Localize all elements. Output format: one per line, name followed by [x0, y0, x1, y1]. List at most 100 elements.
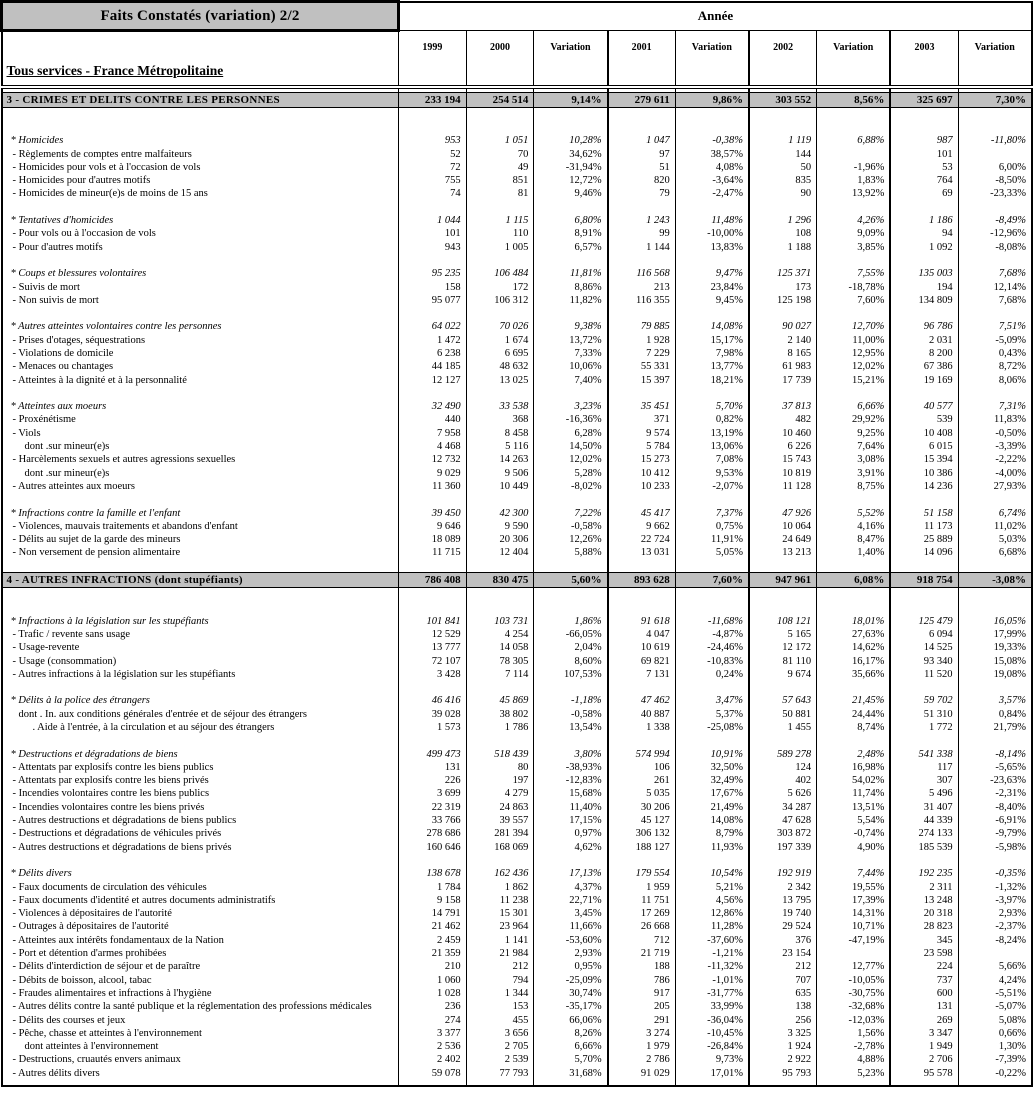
header-row-columns: Tous services - France Métropolitaine 19… [1, 30, 1032, 89]
count-cell: 134 809 [889, 293, 959, 307]
count-cell: 14 058 [465, 641, 534, 655]
count-cell: 9 158 [398, 893, 467, 908]
variation-cell [674, 1079, 749, 1086]
variation-cell [674, 86, 749, 93]
variation-cell [816, 734, 891, 748]
variation-cell: 6,80% [533, 213, 608, 228]
count-cell: 1 044 [398, 213, 467, 228]
count-cell: 224 [889, 960, 959, 974]
count-cell: 1 060 [398, 973, 467, 987]
row-label: - Destructions, cruautés envers animaux [12, 1054, 181, 1066]
annee-header: Année [398, 1, 1032, 31]
count-cell: 55 331 [606, 360, 676, 374]
variation-cell [533, 734, 608, 748]
count-cell [747, 601, 817, 615]
count-cell [465, 86, 534, 93]
row-label [2, 588, 399, 601]
count-cell: 15 273 [606, 453, 676, 467]
count-cell [398, 734, 467, 748]
count-cell [747, 386, 817, 401]
count-cell: 70 [465, 147, 534, 161]
count-cell: 1 928 [606, 333, 676, 347]
variation-cell [957, 86, 1032, 93]
count-cell: 6 094 [889, 627, 959, 642]
variation-cell: -8,49% [957, 213, 1032, 228]
variation-cell: 5,21% [674, 880, 749, 894]
table-row: - Outrages à dépositaires de l'autorité 2… [2, 920, 1032, 934]
count-cell: 30 206 [606, 800, 676, 814]
row-label: - Faux documents d'identité et autres do… [12, 894, 276, 906]
count-cell: 59 702 [889, 694, 959, 708]
count-cell [398, 386, 467, 401]
row-label [2, 854, 399, 867]
row-label: - Faux documents de circulation des véhi… [12, 881, 207, 893]
variation-cell: 11,83% [957, 413, 1032, 427]
count-cell: 90 027 [747, 320, 817, 334]
table-row: - Faux documents de circulation des véhi… [2, 880, 1032, 894]
variation-cell: 7,08% [674, 453, 749, 467]
table-row: - Atteintes aux intérêts fondamentaux de… [2, 933, 1032, 947]
variation-cell: 7,98% [674, 346, 749, 361]
variation-cell [816, 107, 891, 121]
count-cell: 830 475 [465, 572, 534, 588]
count-cell [606, 386, 676, 401]
column-header-variation-2000: Variation [533, 30, 608, 89]
variation-cell: 3,80% [533, 747, 608, 761]
variation-cell: 8,79% [674, 827, 749, 841]
variation-cell: 2,93% [957, 907, 1032, 921]
count-cell: 10 408 [889, 426, 959, 440]
count-cell: 67 386 [889, 360, 959, 374]
count-cell: 99 [606, 227, 676, 241]
variation-cell: -2,47% [674, 187, 749, 201]
variation-cell: -24,46% [674, 641, 749, 655]
count-cell: 194 [889, 280, 959, 294]
row-label [2, 201, 399, 214]
count-cell: 15 397 [606, 373, 676, 387]
count-cell: 8 200 [889, 346, 959, 361]
count-cell: 124 [747, 760, 817, 775]
count-cell: 50 [747, 160, 817, 174]
count-cell [889, 253, 959, 268]
variation-cell [816, 1079, 891, 1086]
variation-cell: 9,46% [533, 187, 608, 201]
count-cell: 197 [465, 774, 534, 788]
count-cell: 21 719 [606, 946, 676, 961]
variation-cell: -4,87% [674, 627, 749, 642]
count-cell: 35 451 [606, 400, 676, 414]
count-cell: 1 979 [606, 1039, 676, 1054]
variation-cell: 12,70% [816, 320, 891, 334]
variation-cell [533, 680, 608, 695]
table-row: - Destructions, cruautés envers animaux 2… [2, 1053, 1032, 1067]
row-label: - Non suivis de mort [12, 294, 99, 306]
count-cell: 1 959 [606, 880, 676, 894]
count-cell: 77 793 [465, 1066, 534, 1080]
row-label: - Viols [12, 427, 41, 439]
variation-cell: 11,82% [533, 293, 608, 307]
count-cell: 138 678 [398, 867, 467, 881]
variation-cell [533, 200, 608, 214]
variation-cell: 9,53% [674, 466, 749, 480]
count-cell [465, 601, 534, 615]
count-cell: 108 [747, 227, 817, 241]
count-cell: 6 015 [889, 439, 959, 454]
count-cell: 28 823 [889, 920, 959, 934]
count-cell [889, 601, 959, 615]
count-cell: 12 732 [398, 453, 467, 467]
count-cell: 101 [889, 147, 959, 161]
variation-cell: 9,47% [674, 267, 749, 281]
row-label: * Délits à la police des étrangers [10, 695, 150, 707]
variation-cell: 12,86% [674, 907, 749, 921]
count-cell: 2 311 [889, 880, 959, 894]
variation-cell: -23,33% [957, 187, 1032, 201]
table-row: - Attentats par explosifs contre les bie… [2, 760, 1032, 775]
row-label: - Incendies volontaires contre les biens… [12, 801, 205, 813]
variation-cell: 15,17% [674, 333, 749, 347]
table-row: - Non versement de pension alimentaire 11… [2, 546, 1032, 560]
row-label: - Outrages à dépositaires de l'autorité [12, 921, 169, 933]
variation-cell: 54,02% [816, 774, 891, 788]
variation-cell [533, 86, 608, 93]
variation-cell: 0,84% [957, 707, 1032, 721]
variation-cell: 5,05% [674, 546, 749, 560]
count-cell: 10 412 [606, 466, 676, 480]
variation-cell: -3,97% [957, 893, 1032, 908]
